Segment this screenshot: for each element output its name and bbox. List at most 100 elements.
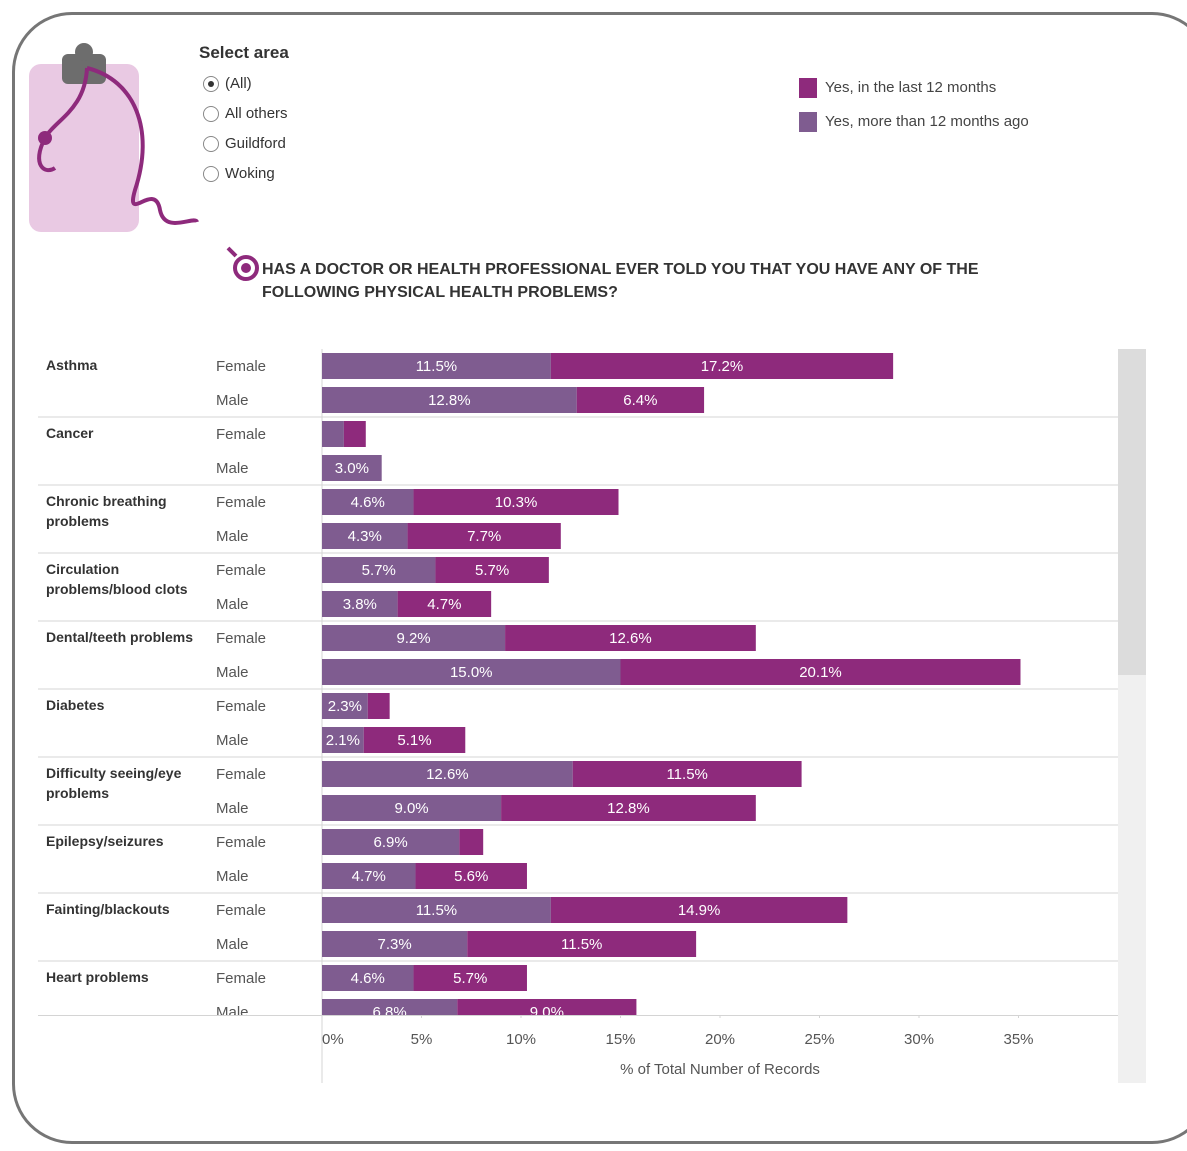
bar-segment <box>322 625 506 651</box>
data-label: 2.1% <box>326 732 360 749</box>
subcategory-label: Female <box>216 698 266 715</box>
category-label: Difficulty seeing/eye problems <box>46 765 182 801</box>
category-label: Cancer <box>46 425 94 441</box>
bar-segment <box>413 965 527 991</box>
bar-segment <box>322 965 414 991</box>
subcategory-label: Male <box>216 800 249 817</box>
subcategory-label: Female <box>216 834 266 851</box>
data-label: 11.5% <box>561 936 602 953</box>
data-label: 5.7% <box>475 562 509 579</box>
subcategory-label: Male <box>216 528 249 545</box>
data-label: 12.8% <box>428 392 471 409</box>
data-label: 12.6% <box>426 766 469 783</box>
subcategory-label: Male <box>216 392 249 409</box>
bar-segment <box>322 795 502 821</box>
radio-option[interactable]: (All) <box>203 75 252 93</box>
x-axis-label: % of Total Number of Records <box>620 1061 820 1078</box>
bar-segment <box>457 999 637 1015</box>
scrollbar[interactable] <box>1118 349 1146 1083</box>
data-label: 5.7% <box>453 970 487 987</box>
data-label: 9.0% <box>530 1004 564 1015</box>
category-label: Circulation problems/blood clots <box>46 561 188 597</box>
radio-label[interactable]: Guildford <box>225 135 286 152</box>
question-icon <box>226 246 259 281</box>
bar-segment <box>501 795 756 821</box>
data-label: 4.6% <box>351 494 385 511</box>
data-label: 3.0% <box>335 460 369 477</box>
data-label: 3.8% <box>343 596 377 613</box>
bar-segment <box>322 523 408 549</box>
data-label: 5.1% <box>397 732 431 749</box>
data-label: 9.0% <box>394 800 428 817</box>
bar-segment <box>620 659 1021 685</box>
bar-segment <box>576 387 705 413</box>
bar-segment <box>415 863 527 889</box>
bar-segment <box>322 421 344 447</box>
bar-segment <box>407 523 561 549</box>
data-label: 7.7% <box>467 528 501 545</box>
bar-segment <box>322 761 573 787</box>
subcategory-label: Female <box>216 970 266 987</box>
data-label: 12.8% <box>607 800 650 817</box>
bar-segment <box>322 727 364 753</box>
bar-segment <box>505 625 756 651</box>
data-label: 4.6% <box>351 970 385 987</box>
legend-item: Yes, in the last 12 months <box>799 78 996 98</box>
radio-button[interactable] <box>203 106 219 123</box>
frame <box>12 12 1187 1144</box>
data-label: 11.5% <box>416 358 457 375</box>
subcategory-label: Male <box>216 868 249 885</box>
data-label: 17.2% <box>701 358 744 375</box>
x-tick-label: 20% <box>705 1031 735 1048</box>
subcategory-label: Male <box>216 732 249 749</box>
radio-button[interactable] <box>203 136 219 153</box>
radio-option[interactable]: Guildford <box>203 135 286 153</box>
bar-segment <box>322 999 458 1015</box>
bar-segment <box>322 591 398 617</box>
radio-label[interactable]: All others <box>225 105 288 122</box>
radio-button[interactable] <box>203 76 219 93</box>
clipboard-icon <box>29 43 199 232</box>
legend-swatch <box>799 112 817 132</box>
category-label: Chronic breathing problems <box>46 493 167 529</box>
data-label: 9.2% <box>396 630 430 647</box>
data-label: 15.0% <box>450 664 493 681</box>
bar-segment <box>572 761 802 787</box>
data-label: 12.6% <box>609 630 652 647</box>
data-label: 6.4% <box>623 392 657 409</box>
data-label: 14.9% <box>678 902 721 919</box>
data-label: 5.6% <box>454 868 488 885</box>
bar-segment <box>322 659 621 685</box>
radio-option[interactable]: Woking <box>203 165 275 183</box>
chart-title: HAS A DOCTOR OR HEALTH PROFESSIONAL EVER… <box>262 261 979 301</box>
subcategory-label: Female <box>216 358 266 375</box>
radio-label[interactable]: Woking <box>225 165 275 182</box>
category-label: Fainting/blackouts <box>46 901 170 917</box>
legend-item: Yes, more than 12 months ago <box>799 112 1029 132</box>
bar-segment <box>550 353 894 379</box>
bar-segment <box>435 557 549 583</box>
data-label: 7.3% <box>378 936 412 953</box>
data-label: 10.3% <box>495 494 538 511</box>
bars: Female 11.5% 17.2% Male 12.8% 6.4% Female Male 3… <box>38 349 1118 1015</box>
subcategory-label: Male <box>216 936 249 953</box>
radio-button[interactable] <box>203 166 219 183</box>
subcategory-label: Female <box>216 426 266 443</box>
bar-segment <box>322 353 551 379</box>
plot-area: Female 11.5% 17.2% Male 12.8% 6.4% Female Male 3… <box>38 349 1118 1015</box>
bar-segment <box>322 455 382 481</box>
bar-segment <box>322 489 414 515</box>
radio-label[interactable]: (All) <box>225 75 252 92</box>
subcategory-label: Male <box>216 664 249 681</box>
bar-segment <box>467 931 697 957</box>
data-label: 11.5% <box>666 766 707 783</box>
x-tick-label: 5% <box>411 1031 433 1048</box>
x-tick-label: 25% <box>804 1031 834 1048</box>
data-label: 6.9% <box>374 834 408 851</box>
x-tick-label: 15% <box>605 1031 635 1048</box>
bar-segment <box>322 863 416 889</box>
subcategory-label: Female <box>216 494 266 511</box>
radio-option[interactable]: All others <box>203 105 288 123</box>
x-tick-label: 10% <box>506 1031 536 1048</box>
category-label: Dental/teeth problems <box>46 629 194 645</box>
